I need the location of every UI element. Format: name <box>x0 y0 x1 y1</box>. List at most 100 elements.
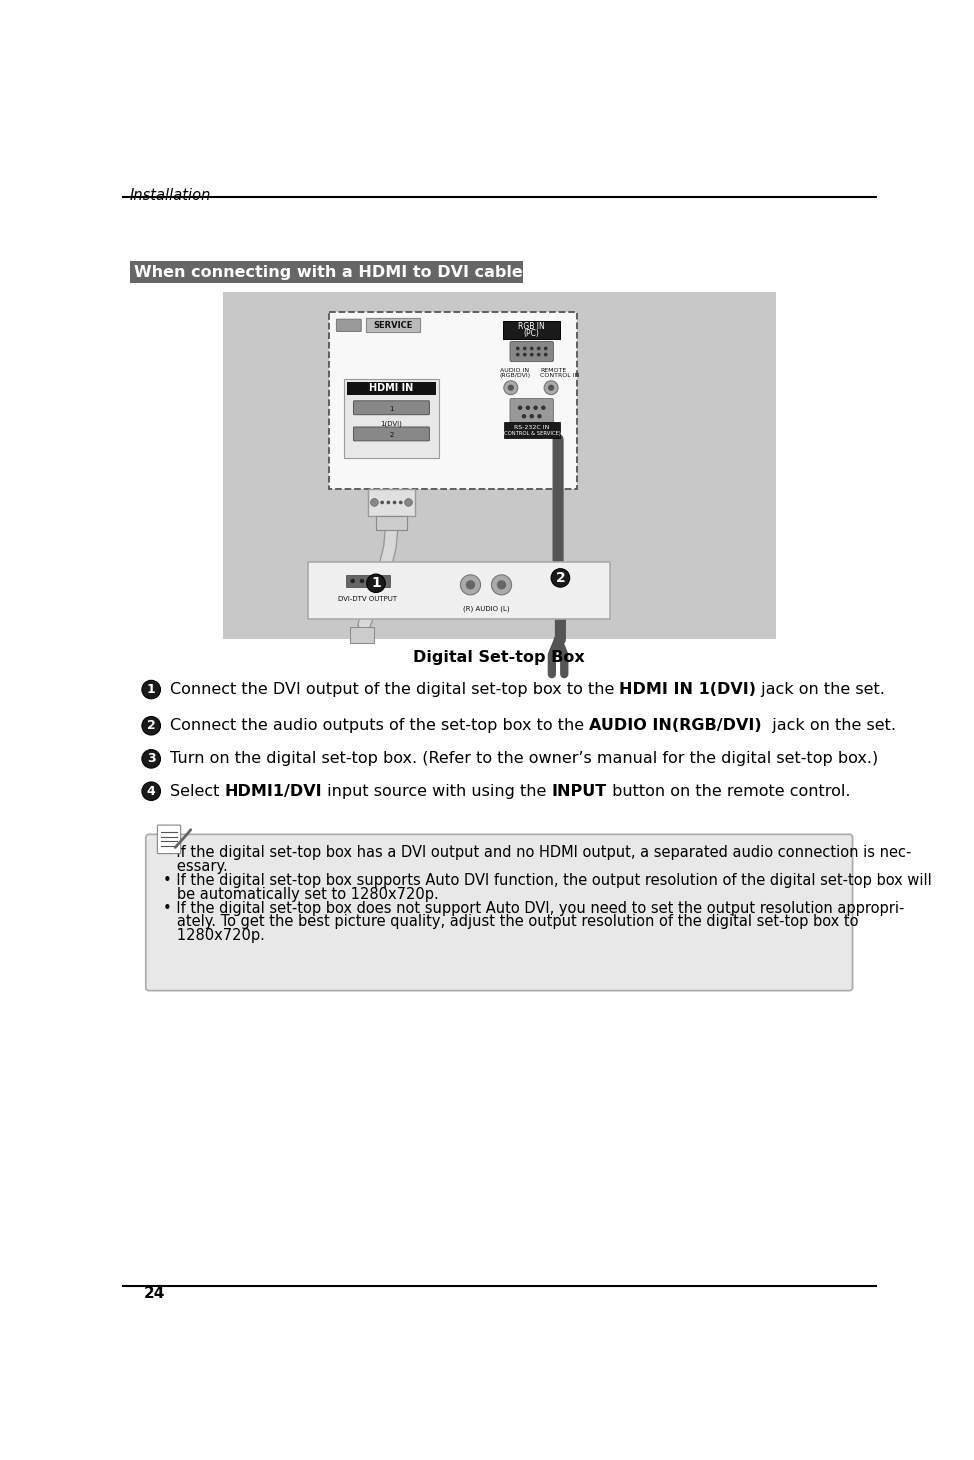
Text: HDMI IN 1(DVI): HDMI IN 1(DVI) <box>619 682 756 696</box>
Text: essary.: essary. <box>163 858 228 875</box>
Text: 2: 2 <box>147 720 156 733</box>
Text: • If the digital set-top box does not support Auto DVI, you need to set the outp: • If the digital set-top box does not su… <box>163 901 904 915</box>
Circle shape <box>518 406 522 409</box>
Circle shape <box>544 347 546 349</box>
Circle shape <box>466 580 475 590</box>
Text: REMOTE: REMOTE <box>541 368 567 372</box>
FancyBboxPatch shape <box>344 380 438 458</box>
Text: 1: 1 <box>390 406 393 412</box>
Circle shape <box>142 680 161 699</box>
FancyBboxPatch shape <box>366 318 420 333</box>
Circle shape <box>381 501 384 504</box>
Text: AUDIO IN(RGB/DVI): AUDIO IN(RGB/DVI) <box>589 718 762 733</box>
Text: 1(DVI): 1(DVI) <box>381 420 402 426</box>
Text: 3: 3 <box>147 752 156 765</box>
Text: 2: 2 <box>555 571 565 585</box>
Text: When connecting with a HDMI to DVI cable: When connecting with a HDMI to DVI cable <box>134 264 523 280</box>
Circle shape <box>370 580 373 583</box>
Circle shape <box>531 353 533 356</box>
FancyBboxPatch shape <box>346 575 390 587</box>
Circle shape <box>360 580 363 583</box>
Circle shape <box>504 381 518 394</box>
Text: (RGB/DVI): (RGB/DVI) <box>500 374 531 378</box>
Text: be automatically set to 1280x720p.: be automatically set to 1280x720p. <box>163 886 438 902</box>
Circle shape <box>399 501 402 504</box>
Text: jack on the set.: jack on the set. <box>756 682 885 696</box>
Text: 4: 4 <box>147 784 156 797</box>
Text: (CONTROL & SERVICE): (CONTROL & SERVICE) <box>503 431 561 435</box>
Text: RGB IN: RGB IN <box>518 323 545 331</box>
Text: (R) AUDIO (L): (R) AUDIO (L) <box>463 606 509 612</box>
Circle shape <box>524 347 526 349</box>
Circle shape <box>352 580 355 583</box>
Circle shape <box>544 381 558 394</box>
FancyBboxPatch shape <box>158 825 180 854</box>
FancyBboxPatch shape <box>347 381 436 396</box>
FancyBboxPatch shape <box>308 562 610 619</box>
Text: DVI-DTV OUTPUT: DVI-DTV OUTPUT <box>338 596 397 603</box>
Circle shape <box>404 499 412 507</box>
Text: CONTROL IN: CONTROL IN <box>541 374 580 378</box>
Circle shape <box>492 575 511 594</box>
Circle shape <box>524 353 526 356</box>
Text: Select: Select <box>169 784 224 799</box>
Circle shape <box>522 415 526 418</box>
Text: button on the remote control.: button on the remote control. <box>607 784 850 799</box>
FancyBboxPatch shape <box>350 628 374 642</box>
FancyBboxPatch shape <box>146 834 852 991</box>
Circle shape <box>530 415 534 418</box>
Text: Connect the audio outputs of the set-top box to the: Connect the audio outputs of the set-top… <box>169 718 589 733</box>
FancyBboxPatch shape <box>354 426 430 441</box>
Text: 2: 2 <box>390 432 393 438</box>
Circle shape <box>526 406 530 409</box>
Text: Connect the DVI output of the digital set-top box to the: Connect the DVI output of the digital se… <box>169 682 619 696</box>
FancyBboxPatch shape <box>354 402 430 415</box>
Circle shape <box>379 580 382 583</box>
FancyBboxPatch shape <box>504 422 560 438</box>
Circle shape <box>461 575 480 594</box>
Circle shape <box>388 501 390 504</box>
Circle shape <box>538 353 540 356</box>
Circle shape <box>542 406 544 409</box>
Text: SERVICE: SERVICE <box>373 321 413 330</box>
Circle shape <box>370 499 378 507</box>
Text: Digital Set-top Box: Digital Set-top Box <box>413 650 585 664</box>
Text: 24: 24 <box>143 1286 165 1301</box>
FancyBboxPatch shape <box>336 320 361 331</box>
Circle shape <box>544 353 546 356</box>
Circle shape <box>366 574 386 593</box>
FancyBboxPatch shape <box>329 312 578 489</box>
FancyBboxPatch shape <box>130 261 523 283</box>
FancyBboxPatch shape <box>510 342 553 362</box>
Text: ately. To get the best picture quality, adjust the output resolution of the digi: ately. To get the best picture quality, … <box>163 914 858 930</box>
Text: 1: 1 <box>371 577 381 590</box>
Circle shape <box>507 384 514 391</box>
Text: Installation: Installation <box>130 187 211 203</box>
Text: INPUT: INPUT <box>551 784 607 799</box>
Circle shape <box>538 347 540 349</box>
Text: (PC): (PC) <box>524 330 540 339</box>
Text: • If the digital set-top box has a DVI output and no HDMI output, a separated au: • If the digital set-top box has a DVI o… <box>163 845 912 860</box>
Text: HDMI IN: HDMI IN <box>369 384 414 394</box>
FancyBboxPatch shape <box>368 489 415 517</box>
Circle shape <box>142 717 161 734</box>
Circle shape <box>538 415 541 418</box>
Text: HDMI1/DVI: HDMI1/DVI <box>224 784 322 799</box>
Bar <box>222 292 776 638</box>
Circle shape <box>516 353 519 356</box>
Text: • If the digital set-top box supports Auto DVI function, the output resolution o: • If the digital set-top box supports Au… <box>163 873 931 888</box>
Text: Turn on the digital set-top box. (Refer to the owner’s manual for the digital se: Turn on the digital set-top box. (Refer … <box>169 752 878 766</box>
Text: 1280x720p.: 1280x720p. <box>163 929 265 943</box>
Text: AUDIO IN: AUDIO IN <box>500 368 529 372</box>
Circle shape <box>551 569 570 587</box>
FancyBboxPatch shape <box>376 517 407 530</box>
FancyBboxPatch shape <box>510 399 553 423</box>
Text: input source with using the: input source with using the <box>322 784 551 799</box>
Circle shape <box>534 406 537 409</box>
Circle shape <box>497 580 506 590</box>
FancyBboxPatch shape <box>503 321 560 339</box>
Text: RS-232C IN: RS-232C IN <box>514 425 549 431</box>
Circle shape <box>531 347 533 349</box>
Circle shape <box>516 347 519 349</box>
Text: 1: 1 <box>147 683 156 696</box>
